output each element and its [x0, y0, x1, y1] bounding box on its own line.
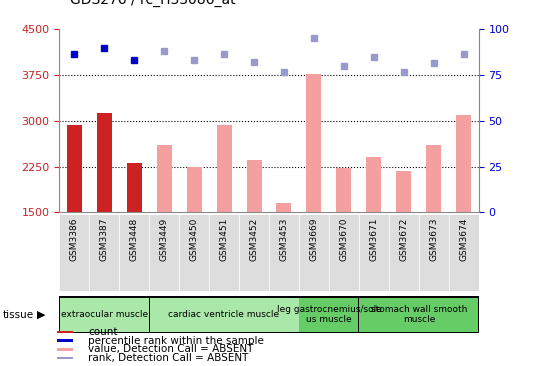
- Text: GSM3386: GSM3386: [69, 218, 79, 261]
- Bar: [67, 125, 82, 212]
- Bar: [149, 214, 179, 291]
- Bar: [419, 214, 449, 291]
- Text: rank, Detection Call = ABSENT: rank, Detection Call = ABSENT: [88, 353, 249, 363]
- Bar: [187, 167, 202, 212]
- Text: extraocular muscle: extraocular muscle: [61, 310, 148, 319]
- Bar: [126, 164, 141, 212]
- Text: GSM3448: GSM3448: [130, 218, 139, 261]
- Bar: [359, 298, 478, 332]
- Text: leg gastrocnemius/sole
us muscle: leg gastrocnemius/sole us muscle: [277, 305, 381, 325]
- Bar: [216, 125, 231, 212]
- Text: GSM3670: GSM3670: [339, 218, 349, 261]
- Text: GSM3453: GSM3453: [279, 218, 288, 261]
- Bar: [366, 157, 381, 212]
- Text: value, Detection Call = ABSENT: value, Detection Call = ABSENT: [88, 344, 253, 354]
- Bar: [119, 214, 149, 291]
- Text: GSM3449: GSM3449: [160, 218, 168, 261]
- Bar: [57, 357, 73, 359]
- Bar: [269, 214, 299, 291]
- Bar: [150, 298, 299, 332]
- Bar: [209, 214, 239, 291]
- Text: percentile rank within the sample: percentile rank within the sample: [88, 336, 264, 346]
- Text: cardiac ventricle muscle: cardiac ventricle muscle: [168, 310, 280, 319]
- Text: GSM3387: GSM3387: [100, 218, 109, 261]
- Bar: [426, 145, 441, 212]
- Text: GSM3672: GSM3672: [399, 218, 408, 261]
- Bar: [157, 145, 172, 212]
- Bar: [397, 171, 412, 212]
- Bar: [456, 115, 471, 212]
- Bar: [299, 214, 329, 291]
- Text: GSM3674: GSM3674: [459, 218, 469, 261]
- Text: tissue: tissue: [3, 310, 34, 320]
- Bar: [59, 214, 89, 291]
- Bar: [277, 203, 292, 212]
- Text: GSM3669: GSM3669: [309, 218, 318, 261]
- Bar: [300, 298, 358, 332]
- Bar: [57, 331, 73, 333]
- Bar: [89, 214, 119, 291]
- Bar: [246, 160, 261, 212]
- Text: stomach wall smooth
muscle: stomach wall smooth muscle: [371, 305, 467, 325]
- Text: GSM3671: GSM3671: [370, 218, 378, 261]
- Bar: [389, 214, 419, 291]
- Bar: [336, 168, 351, 212]
- Text: GSM3452: GSM3452: [250, 218, 259, 261]
- Text: count: count: [88, 327, 118, 337]
- Text: GSM3673: GSM3673: [429, 218, 438, 261]
- Bar: [60, 298, 148, 332]
- Bar: [97, 113, 111, 212]
- Text: GSM3450: GSM3450: [189, 218, 199, 261]
- Text: GDS276 / rc_H33086_at: GDS276 / rc_H33086_at: [70, 0, 236, 7]
- Bar: [239, 214, 269, 291]
- Bar: [57, 348, 73, 351]
- Bar: [179, 214, 209, 291]
- Bar: [329, 214, 359, 291]
- Text: ▶: ▶: [37, 310, 45, 320]
- Bar: [57, 339, 73, 342]
- Bar: [307, 74, 321, 212]
- Bar: [449, 214, 479, 291]
- Bar: [359, 214, 389, 291]
- Text: GSM3451: GSM3451: [220, 218, 229, 261]
